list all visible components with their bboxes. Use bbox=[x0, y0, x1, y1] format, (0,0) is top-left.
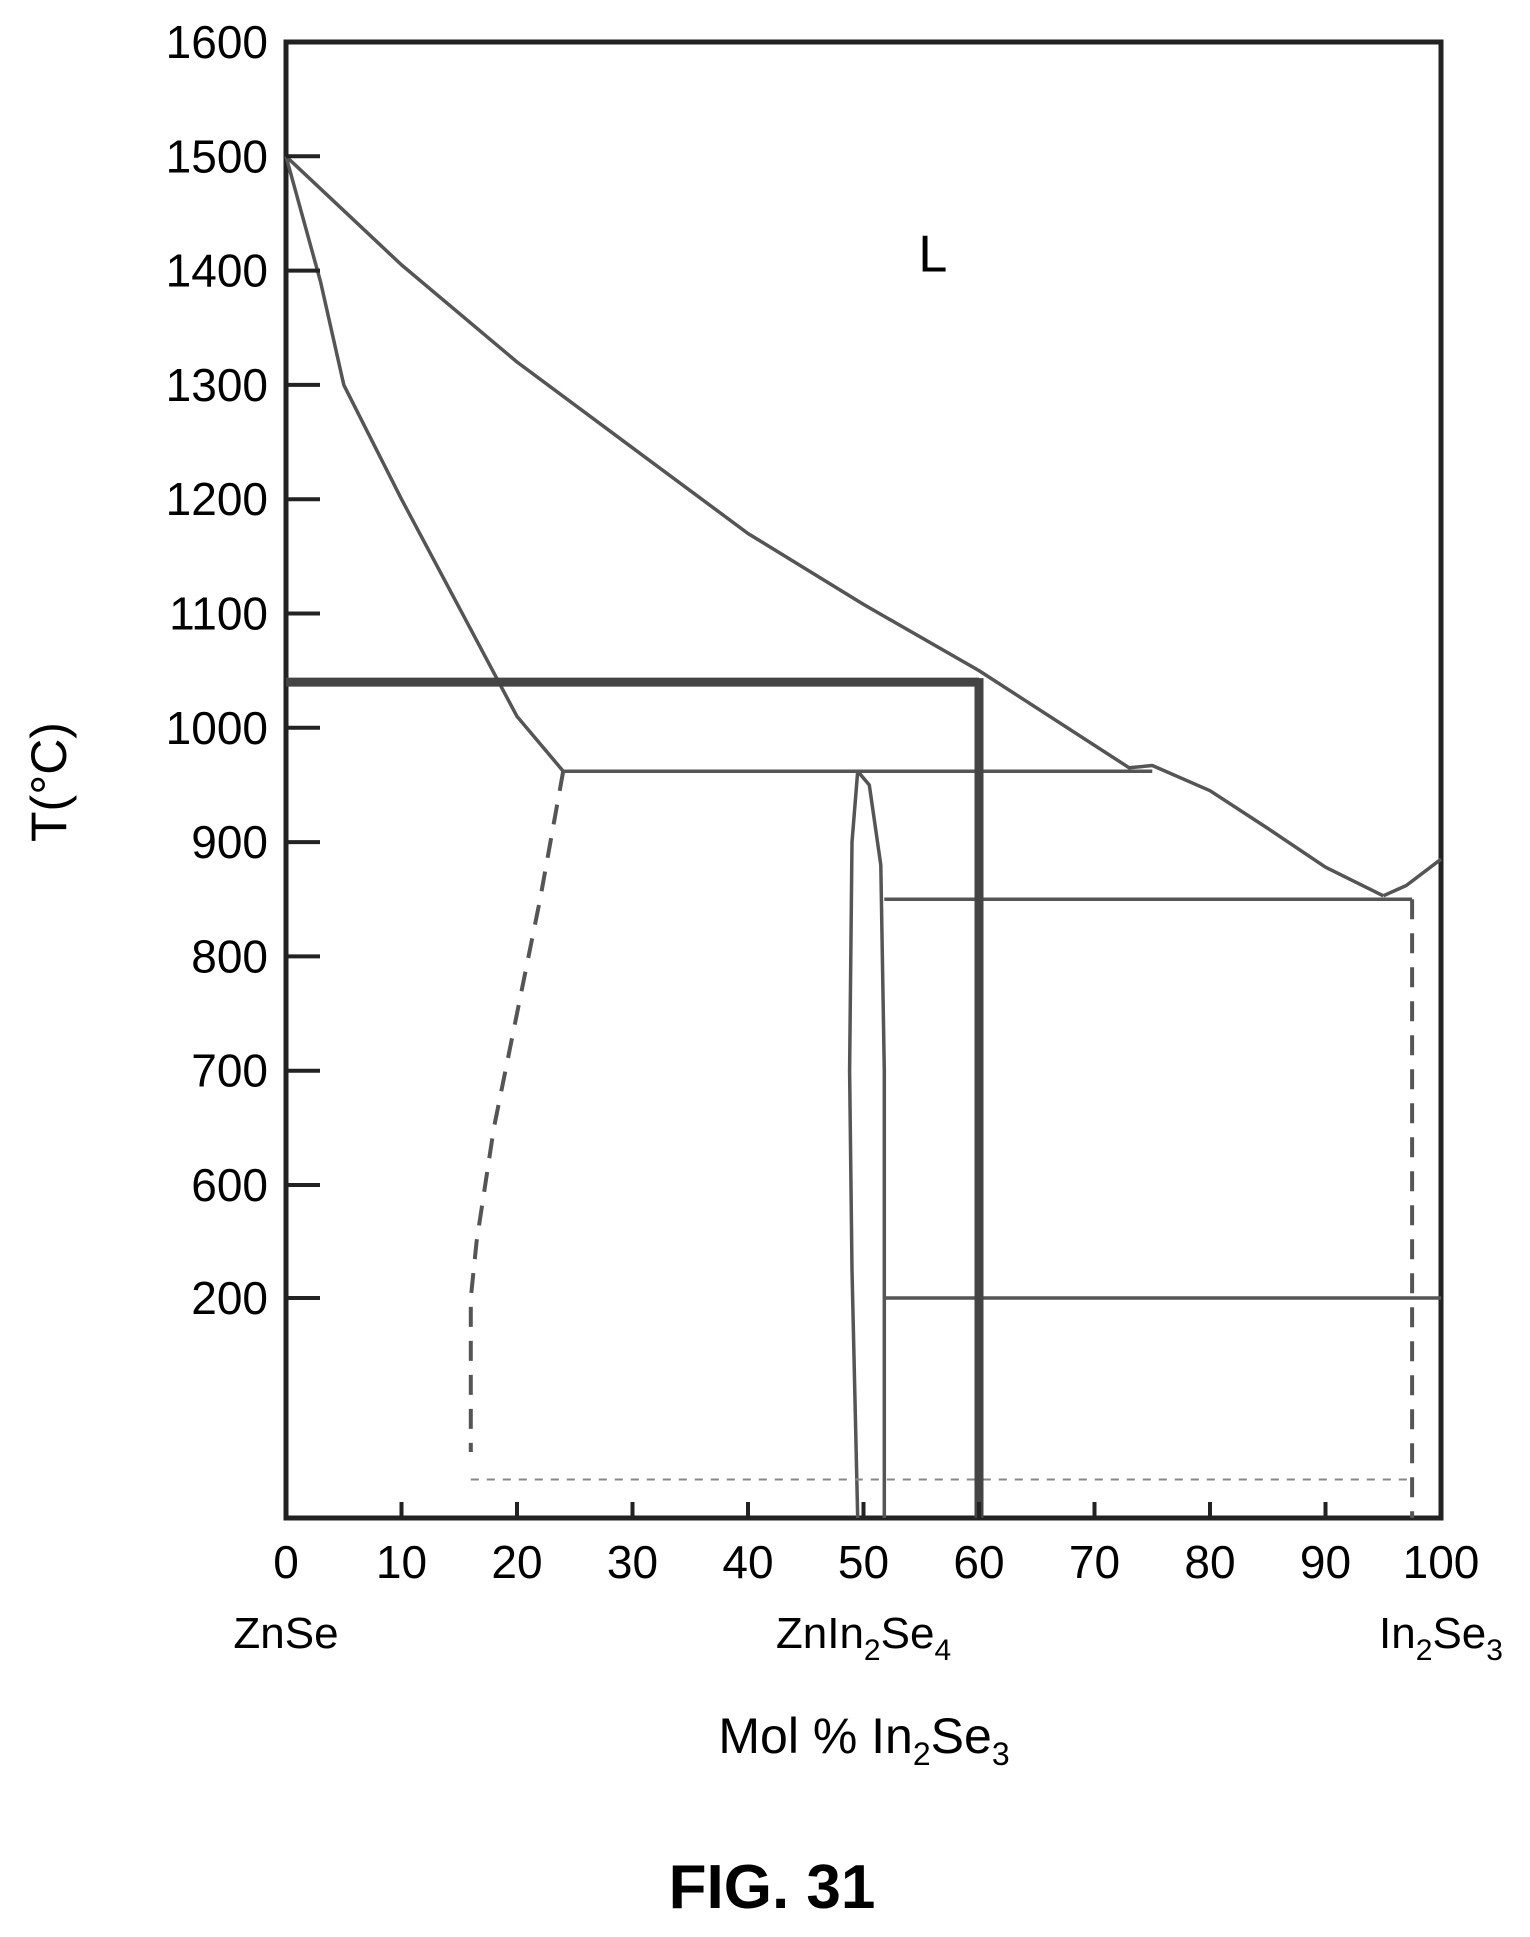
curve-liquidus-in2se3 bbox=[1382, 857, 1443, 898]
composition-label-part: 2 bbox=[864, 1634, 881, 1667]
y-tick-label-600: 600 bbox=[191, 1159, 268, 1211]
x-tick-label-70: 70 bbox=[1069, 1536, 1120, 1588]
composition-label-part: ZnIn bbox=[776, 1609, 864, 1658]
x-tick-label-10: 10 bbox=[376, 1536, 427, 1588]
x-tick-label-30: 30 bbox=[607, 1536, 658, 1588]
composition-labels: ZnSe ZnIn2Se4 In2Se3 bbox=[233, 1609, 1503, 1667]
y-tick-label-800: 800 bbox=[191, 930, 268, 982]
composition-label-2: In2Se3 bbox=[1379, 1609, 1503, 1667]
composition-label-part: Se bbox=[881, 1609, 935, 1658]
composition-label-0: ZnSe bbox=[233, 1609, 338, 1658]
y-axis-ticks: 200 600 700 800 900 1000 1100 1200 1300 1400 1500 1… bbox=[166, 16, 320, 1324]
x-tick-label-100: 100 bbox=[1403, 1536, 1480, 1588]
x-tick-label-40: 40 bbox=[722, 1536, 773, 1588]
curve-compound-left bbox=[847, 771, 860, 1519]
composition-label-part: 3 bbox=[1486, 1634, 1503, 1667]
curves-layer bbox=[284, 155, 1443, 1519]
x-axis-title-sub2: 3 bbox=[992, 1736, 1010, 1772]
composition-label-part: ZnSe bbox=[233, 1609, 338, 1658]
y-tick-label-1400: 1400 bbox=[166, 245, 268, 297]
y-tick-label-1600: 1600 bbox=[166, 16, 268, 68]
x-axis-title-sub1: 2 bbox=[913, 1736, 931, 1772]
x-tick-label-80: 80 bbox=[1184, 1536, 1235, 1588]
composition-label-1: ZnIn2Se4 bbox=[776, 1609, 951, 1667]
x-tick-label-90: 90 bbox=[1300, 1536, 1351, 1588]
x-tick-label-50: 50 bbox=[838, 1536, 889, 1588]
x-tick-label-0: 0 bbox=[273, 1536, 299, 1588]
y-tick-label-1500: 1500 bbox=[166, 130, 268, 182]
x-axis-title-mid: Se bbox=[931, 1708, 992, 1764]
composition-label-part: 4 bbox=[934, 1634, 951, 1667]
curve-solvus-znse bbox=[468, 770, 566, 1452]
composition-label-part: In bbox=[1379, 1609, 1416, 1658]
region-label-L: L bbox=[918, 225, 947, 283]
x-axis-ticks: 0 10 20 30 40 50 60 70 80 90 100 bbox=[273, 1502, 1479, 1588]
curve-solidus-znse bbox=[284, 155, 565, 773]
highlight-layer bbox=[286, 677, 984, 1518]
y-tick-label-1100: 1100 bbox=[169, 588, 268, 640]
composition-label-part: 2 bbox=[1416, 1634, 1433, 1667]
y-tick-label-900: 900 bbox=[191, 816, 268, 868]
x-tick-label-20: 20 bbox=[491, 1536, 542, 1588]
y-tick-label-1300: 1300 bbox=[166, 359, 268, 411]
y-tick-label-1200: 1200 bbox=[166, 473, 268, 525]
figure-label: FIG. 31 bbox=[669, 1853, 876, 1922]
x-axis-title-main: Mol % In bbox=[718, 1708, 913, 1764]
y-tick-label-200: 200 bbox=[191, 1272, 268, 1324]
y-tick-label-700: 700 bbox=[191, 1045, 268, 1097]
region-labels: L bbox=[918, 225, 947, 283]
x-axis-title: Mol % In2Se3 bbox=[718, 1708, 1009, 1772]
curve-compound-right bbox=[856, 770, 887, 1518]
y-axis-title: T(°C) bbox=[21, 722, 77, 842]
x-tick-label-60: 60 bbox=[953, 1536, 1004, 1588]
composition-label-part: Se bbox=[1432, 1609, 1486, 1658]
curve-liquidus bbox=[284, 155, 1385, 898]
horizontal-lines-layer bbox=[470, 769, 1441, 1481]
y-tick-label-1000: 1000 bbox=[166, 702, 268, 754]
